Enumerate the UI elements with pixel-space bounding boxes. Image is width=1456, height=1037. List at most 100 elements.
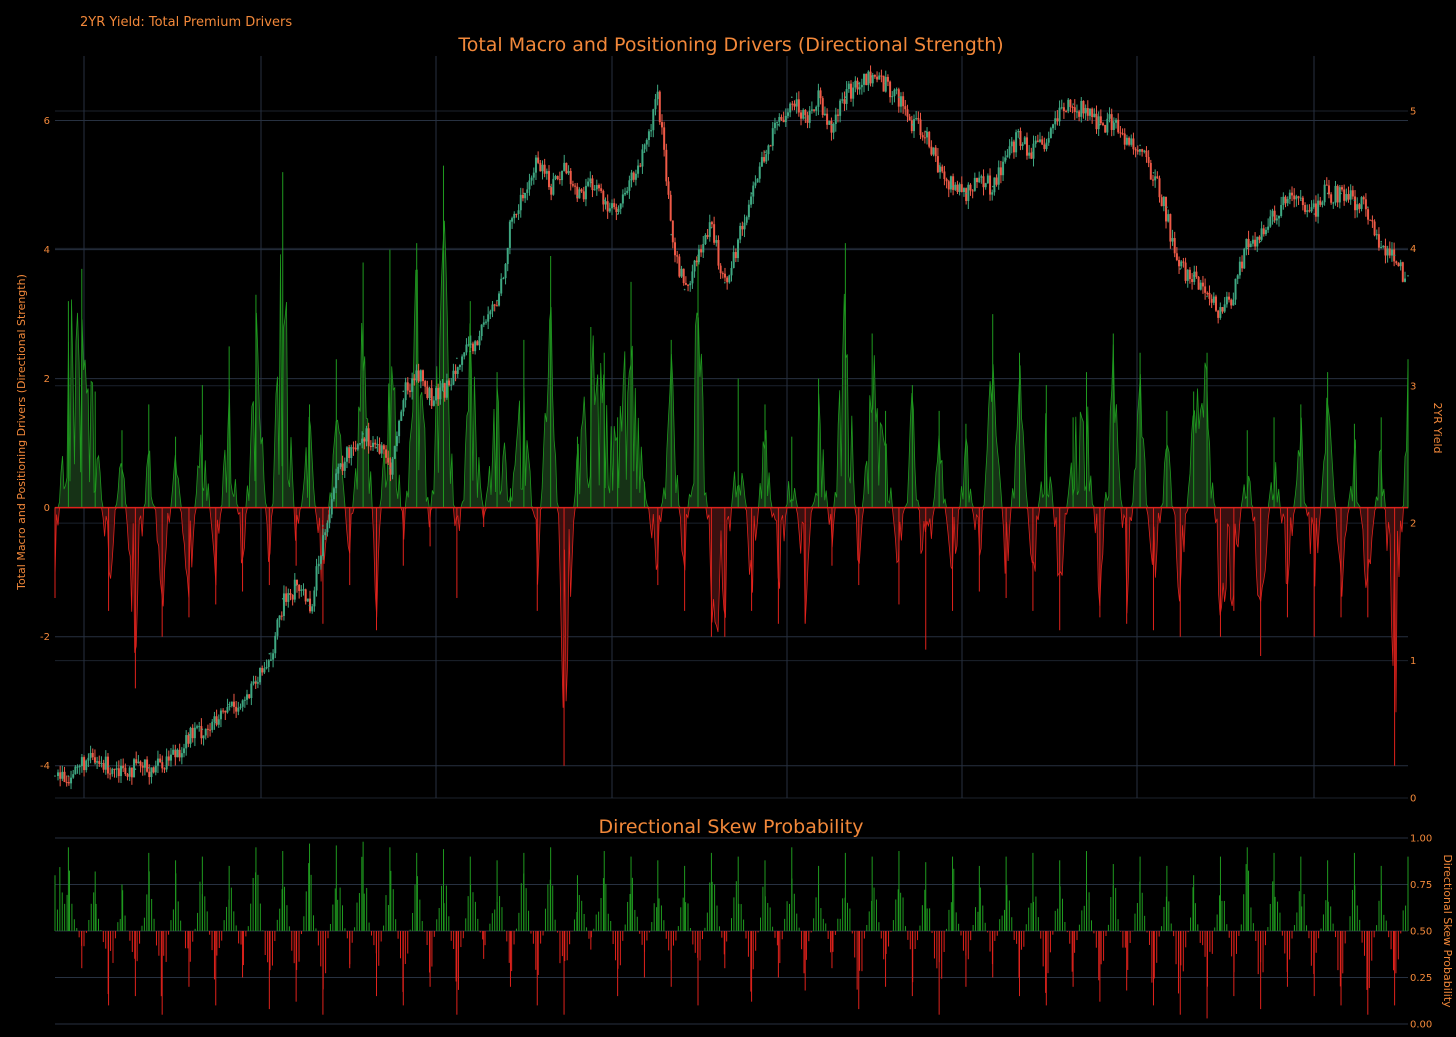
candle-body — [952, 176, 955, 190]
candle-body — [237, 707, 240, 712]
candle-body — [1119, 132, 1122, 134]
candle-body — [567, 170, 570, 174]
candle-body — [372, 442, 375, 447]
candle-body — [356, 444, 359, 450]
candle-body — [1291, 192, 1294, 196]
bottom-right-axis-ticks: 1.00 0.75 0.50 0.25 0.00 — [1410, 834, 1432, 1031]
candle-body — [849, 83, 852, 99]
bottom-tick-4: 0.00 — [1410, 1020, 1432, 1031]
candle-body — [1112, 122, 1115, 131]
candle-body — [626, 190, 629, 193]
yield-point-43 — [630, 178, 632, 181]
candle-body — [639, 165, 642, 167]
candle-body — [430, 388, 433, 406]
candle-body — [1073, 107, 1076, 112]
candle-body — [534, 157, 537, 173]
candle-body — [217, 719, 220, 725]
candle-body — [1130, 138, 1133, 145]
candle-body — [469, 343, 472, 345]
candle-body — [1186, 269, 1189, 281]
yield-point-3 — [94, 762, 96, 765]
candle-body — [1219, 307, 1222, 318]
yield-candles — [54, 65, 1409, 790]
candle-body — [971, 190, 974, 192]
candle-body — [687, 284, 690, 286]
candle-body — [634, 173, 637, 180]
candle-body — [763, 157, 766, 162]
candle-body — [474, 341, 477, 352]
candle-body — [224, 710, 227, 713]
candle-body — [869, 71, 872, 84]
candle-body — [448, 380, 451, 386]
candle-body — [502, 278, 505, 280]
candle-body — [1123, 133, 1126, 145]
candle-body — [1295, 196, 1298, 200]
candle-body — [1347, 194, 1350, 200]
candle-body — [1199, 282, 1202, 290]
yield-point-101 — [1407, 275, 1409, 277]
candle-body — [852, 87, 855, 99]
candle-body — [1145, 150, 1148, 158]
candle-body — [1167, 214, 1170, 222]
candle-body — [419, 370, 422, 382]
candle-body — [478, 336, 481, 346]
candle-body — [413, 378, 416, 381]
candle-body — [163, 768, 166, 770]
candle-body — [1354, 196, 1357, 211]
candle-body — [902, 96, 905, 107]
candle-body — [582, 191, 585, 200]
candle-body — [343, 461, 346, 471]
candle-body — [895, 89, 898, 91]
candle-body — [771, 128, 774, 146]
candle-body — [1175, 253, 1178, 261]
candle-body — [259, 667, 262, 683]
candle-body — [511, 218, 514, 222]
candle-body — [189, 727, 192, 744]
candle-body — [115, 768, 118, 770]
candle-body — [530, 177, 533, 181]
candle-body — [1301, 197, 1304, 206]
yield-point-100 — [1393, 254, 1396, 257]
candle-body — [817, 90, 820, 107]
candle-body — [1256, 236, 1259, 247]
right-tick-5: 0 — [1410, 794, 1416, 805]
candle-body — [111, 768, 114, 774]
candle-body — [487, 314, 490, 322]
candle-body — [758, 166, 761, 179]
yield-point-79 — [1112, 121, 1115, 123]
candle-body — [432, 400, 435, 406]
yield-point-4 — [107, 765, 110, 768]
candle-body — [1178, 260, 1181, 267]
yield-point-33 — [496, 299, 498, 302]
candle-body — [215, 716, 218, 725]
left-tick-2: 2 — [44, 374, 50, 385]
candle-body — [506, 247, 509, 265]
candle-body — [776, 121, 779, 123]
candle-body — [276, 619, 279, 636]
candle-body — [178, 749, 181, 758]
candle-body — [426, 386, 429, 399]
candle-body — [96, 761, 99, 763]
candle-body — [324, 532, 327, 536]
candle-body — [345, 447, 348, 462]
candle-body — [278, 615, 281, 620]
candle-body — [348, 447, 351, 458]
candle-body — [645, 139, 648, 145]
candle-body — [969, 184, 972, 191]
yield-point-60 — [857, 82, 860, 85]
candle-body — [98, 761, 101, 764]
candle-body — [754, 182, 757, 186]
candle-body — [1330, 194, 1333, 203]
candle-body — [287, 593, 290, 602]
candle-body — [574, 185, 577, 187]
candle-body — [337, 466, 340, 474]
candle-body — [104, 756, 107, 770]
candle-body — [732, 252, 735, 268]
candle-body — [728, 275, 731, 283]
candle-body — [1319, 200, 1322, 205]
candle-body — [780, 117, 783, 120]
candle-body — [962, 188, 965, 192]
yield-point-9 — [174, 749, 177, 751]
candle-body — [947, 181, 950, 190]
yield-point-88 — [1233, 302, 1235, 305]
